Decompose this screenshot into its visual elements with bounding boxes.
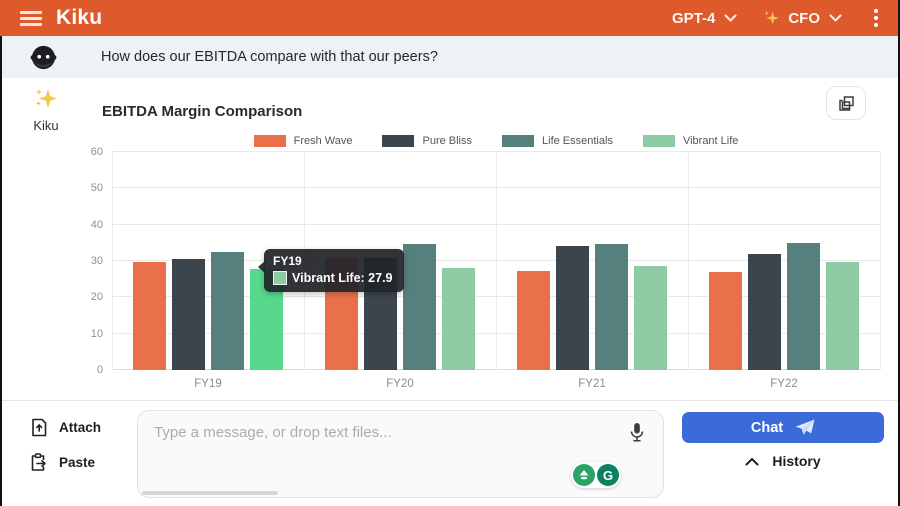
bar-fy22-vibrant-life[interactable] [826, 262, 859, 370]
composer-footer: Attach Paste Type a message, or drop tex… [2, 400, 898, 506]
tooltip-swatch [273, 271, 287, 285]
bar-fy22-life-essentials[interactable] [787, 242, 820, 370]
gridline [112, 151, 880, 152]
user-message-text: How does our EBITDA compare with that ou… [101, 49, 438, 65]
history-toggle[interactable]: History [682, 453, 884, 469]
attach-button[interactable]: Attach [30, 418, 101, 437]
legend-item[interactable]: Vibrant Life [642, 135, 739, 147]
chart-legend: Fresh Wave Pure Bliss Life Essentials Vibra… [112, 135, 880, 147]
user-avatar-icon [30, 45, 57, 69]
bar-fy21-life-essentials[interactable] [595, 243, 628, 370]
model-selector[interactable]: GPT-4 [672, 10, 737, 27]
message-input-placeholder: Type a message, or drop text files... [154, 424, 392, 441]
grammarly-widget: G [571, 462, 621, 488]
x-axis-label: FY20 [386, 378, 414, 390]
message-input[interactable]: Type a message, or drop text files... G [137, 410, 664, 498]
legend-label: Fresh Wave [293, 135, 353, 147]
chart-title: EBITDA Margin Comparison [102, 103, 303, 120]
y-axis-tick: 40 [90, 218, 103, 231]
bar-fy19-fresh-wave[interactable] [133, 262, 166, 370]
sparkles-icon [764, 10, 780, 25]
grammarly-keyboard-icon[interactable] [573, 464, 595, 486]
bar-fy21-vibrant-life[interactable] [634, 266, 667, 370]
legend-swatch [642, 135, 675, 147]
microphone-icon[interactable] [629, 422, 645, 443]
chat-send-button[interactable]: Chat [682, 412, 884, 443]
legend-label: Life Essentials [542, 135, 613, 147]
menu-icon[interactable] [20, 8, 42, 29]
app-title: Kiku [56, 6, 103, 29]
bar-fy22-pure-bliss[interactable] [748, 253, 781, 370]
y-axis-tick: 30 [90, 255, 103, 267]
assistant-avatar: Kiku [24, 88, 68, 133]
chart-plot: FY19 Vibrant Life: 27.9 0 10 20 30 40 50 60 FY1… [91, 146, 881, 390]
x-axis-label: FY21 [578, 378, 606, 390]
bar-group [688, 152, 880, 370]
gridline [880, 152, 881, 370]
model-selector-label: GPT-4 [671, 9, 716, 27]
gridline [112, 152, 113, 370]
y-axis-tick: 20 [90, 291, 103, 304]
grammarly-g-icon[interactable]: G [597, 464, 619, 486]
legend-label: Pure Bliss [422, 135, 473, 147]
bar-fy21-fresh-wave[interactable] [517, 271, 550, 370]
x-axis-label: FY22 [770, 378, 798, 390]
bar-fy19-life-essentials[interactable] [211, 252, 244, 370]
window-edge-right [898, 0, 900, 506]
legend-item[interactable]: Fresh Wave [253, 135, 353, 147]
tooltip-title: FY19 [273, 254, 302, 268]
attach-label: Attach [59, 420, 102, 435]
legend-swatch [382, 135, 415, 147]
paste-label: Paste [59, 455, 96, 470]
y-axis-tick: 10 [90, 327, 103, 340]
send-plane-icon [795, 419, 815, 435]
bar-fy19-pure-bliss[interactable] [172, 258, 205, 370]
bar-fy22-fresh-wave[interactable] [709, 272, 742, 370]
overflow-menu-icon[interactable] [868, 7, 884, 29]
legend-item[interactable]: Life Essentials [502, 135, 613, 147]
history-label: History [772, 453, 821, 469]
window-edge-left [0, 36, 2, 506]
gridline [496, 152, 497, 370]
persona-selector-label: CFO [788, 9, 820, 27]
y-axis-tick: 60 [90, 146, 103, 158]
assistant-response: Kiku EBITDA Margin Comparison Fresh Wave… [2, 78, 898, 400]
persona-selector[interactable]: CFO [763, 10, 842, 27]
copy-button[interactable] [826, 86, 866, 120]
chevron-down-icon [829, 14, 842, 22]
legend-swatch [253, 135, 286, 147]
chat-button-label: Chat [750, 419, 784, 436]
composer-scrollbar[interactable] [142, 491, 278, 495]
legend-swatch [502, 135, 535, 147]
bar-fy21-pure-bliss[interactable] [556, 246, 589, 370]
bar-fy20-vibrant-life[interactable] [442, 268, 475, 370]
user-message-bar: How does our EBITDA compare with that ou… [2, 36, 898, 78]
y-axis-tick: 0 [96, 364, 103, 376]
x-axis-label: FY19 [194, 378, 222, 390]
sparkles-icon [35, 88, 57, 108]
assistant-name: Kiku [33, 118, 59, 133]
paste-clipboard-icon [31, 453, 46, 471]
y-axis-tick: 50 [90, 182, 103, 195]
tooltip-value: Vibrant Life: 27.9 [292, 271, 393, 285]
bar-group [496, 152, 688, 370]
chevron-down-icon [724, 14, 737, 22]
app-header: Kiku GPT-4 CFO [0, 0, 900, 36]
copy-icon [838, 95, 854, 111]
chevron-up-icon [745, 457, 759, 466]
legend-label: Vibrant Life [682, 135, 739, 147]
bar-fy20-life-essentials[interactable] [403, 243, 436, 370]
legend-item[interactable]: Pure Bliss [382, 135, 472, 147]
chart-tooltip: FY19 Vibrant Life: 27.9 [258, 249, 404, 292]
attach-file-icon [32, 418, 47, 437]
gridline [688, 152, 689, 370]
paste-button[interactable]: Paste [30, 453, 95, 472]
